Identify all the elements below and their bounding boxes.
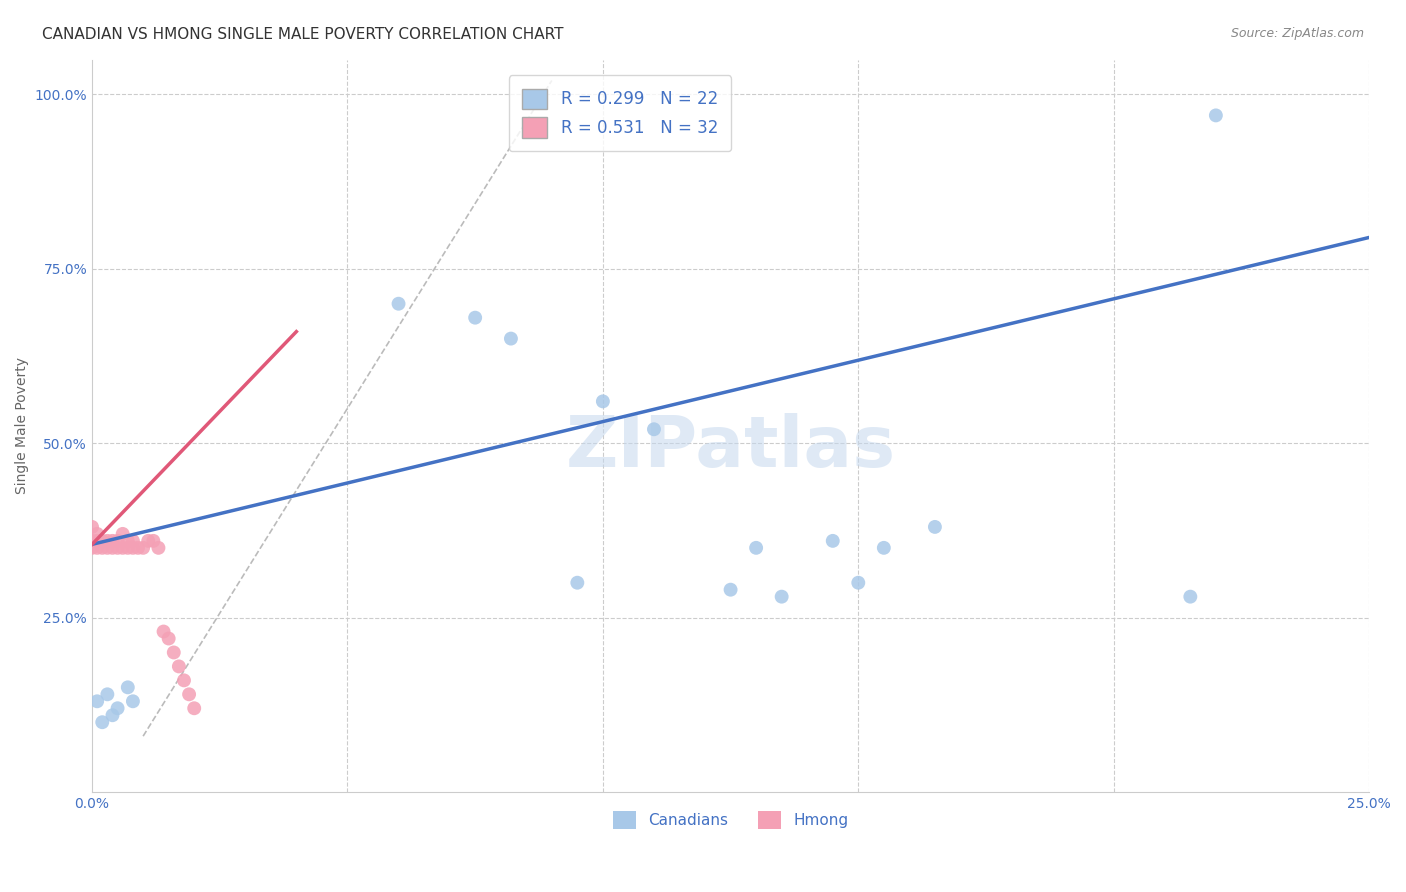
Point [464, 310, 486, 325]
Point [643, 422, 665, 436]
Point [96, 541, 118, 555]
Point [86, 533, 108, 548]
Point [745, 541, 768, 555]
Point [152, 624, 174, 639]
Point [387, 296, 409, 310]
Point [142, 533, 165, 548]
Point [86, 527, 108, 541]
Point [80, 520, 103, 534]
Point [91, 533, 114, 548]
Point [821, 533, 844, 548]
Point [117, 681, 139, 695]
Point [183, 701, 205, 715]
Text: CANADIAN VS HMONG SINGLE MALE POVERTY CORRELATION CHART: CANADIAN VS HMONG SINGLE MALE POVERTY CO… [42, 27, 564, 42]
Point [1205, 108, 1227, 122]
Point [122, 533, 145, 548]
Point [91, 715, 114, 730]
Point [122, 541, 145, 555]
Point [132, 541, 155, 555]
Text: ZIPatlas: ZIPatlas [565, 413, 896, 483]
Point [136, 533, 159, 548]
Point [96, 687, 118, 701]
Point [107, 533, 129, 548]
Point [86, 694, 108, 708]
Point [111, 541, 134, 555]
Point [499, 332, 522, 346]
Point [127, 541, 149, 555]
Point [167, 659, 190, 673]
Point [173, 673, 195, 688]
Point [107, 541, 129, 555]
Point [720, 582, 742, 597]
Point [177, 687, 200, 701]
Point [122, 694, 145, 708]
Point [101, 533, 124, 548]
Point [846, 575, 869, 590]
Point [101, 541, 124, 555]
Point [101, 708, 124, 723]
Point [96, 533, 118, 548]
Legend: Canadians, Hmong: Canadians, Hmong [606, 805, 855, 836]
Point [148, 541, 170, 555]
Point [80, 533, 103, 548]
Point [91, 541, 114, 555]
Point [592, 394, 614, 409]
Point [924, 520, 946, 534]
Point [117, 541, 139, 555]
Point [80, 541, 103, 555]
Point [567, 575, 589, 590]
Point [117, 533, 139, 548]
Text: Source: ZipAtlas.com: Source: ZipAtlas.com [1230, 27, 1364, 40]
Point [163, 645, 186, 659]
Point [157, 632, 180, 646]
Point [873, 541, 896, 555]
Point [86, 541, 108, 555]
Y-axis label: Single Male Poverty: Single Male Poverty [15, 358, 30, 494]
Point [1180, 590, 1202, 604]
Point [111, 527, 134, 541]
Point [770, 590, 793, 604]
Point [107, 701, 129, 715]
